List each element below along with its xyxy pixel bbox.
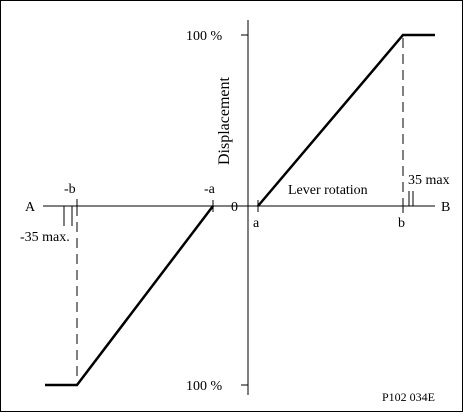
bottom-limit-label: 100 % [186,379,223,394]
direction-label-a: A [25,200,36,215]
direction-label-b: B [441,200,450,215]
y-axis-label: Displacement [216,76,233,165]
x-axis-label: Lever rotation [288,183,368,198]
point-a-label: a [253,216,260,231]
point-neg-b-label: -b [64,182,76,197]
point-b-label: b [398,216,405,231]
negative-characteristic-line [45,205,214,387]
neg-limit-label: -35 max. [20,230,70,245]
pos-limit-label: 35 max [408,173,450,188]
origin-label: 0 [231,200,238,215]
figure-code-label: P102 034E [382,390,435,404]
positive-characteristic-line [257,33,435,207]
point-neg-a-label: -a [204,182,216,197]
top-limit-label: 100 % [186,29,223,44]
